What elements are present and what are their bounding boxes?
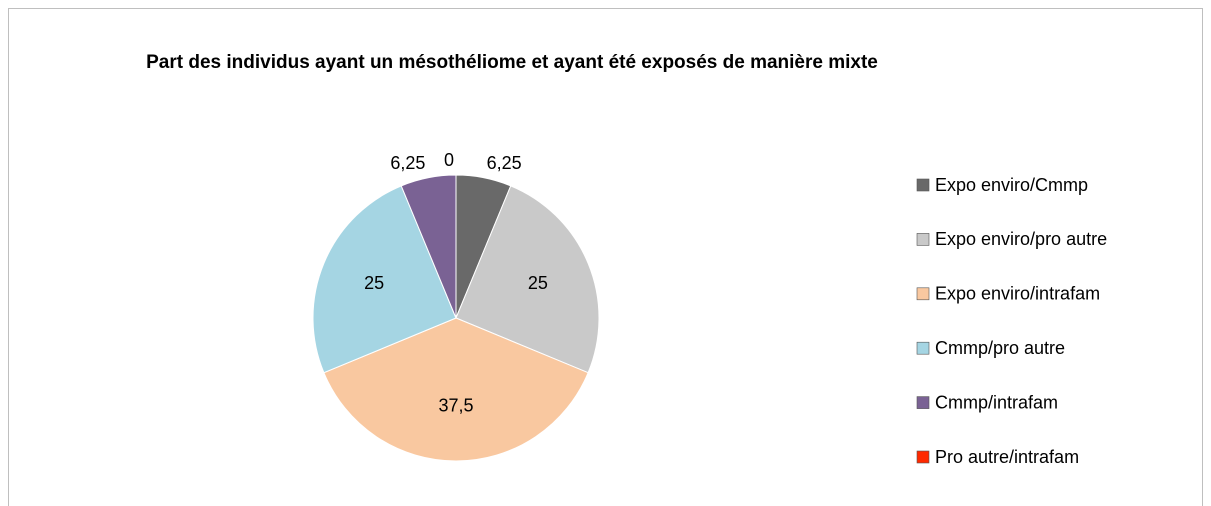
legend-swatch bbox=[916, 178, 930, 192]
legend-swatch bbox=[916, 287, 930, 301]
data-label: 6,25 bbox=[390, 153, 425, 173]
data-label: 25 bbox=[528, 273, 548, 293]
data-label: 6,25 bbox=[487, 153, 522, 173]
data-label: 0 bbox=[444, 150, 454, 170]
data-label: 37,5 bbox=[438, 395, 473, 415]
chart-title: Part des individus ayant un mésothéliome… bbox=[146, 52, 878, 73]
legend-swatch bbox=[916, 396, 930, 409]
legend-swatch bbox=[916, 341, 930, 355]
legend-label: Cmmp/intrafam bbox=[935, 392, 1058, 412]
legend-swatch bbox=[916, 450, 930, 464]
legend-label: Cmmp/pro autre bbox=[935, 338, 1065, 358]
chart-border bbox=[8, 8, 1203, 506]
pie-slice bbox=[323, 317, 589, 462]
legend-label: Expo enviro/Cmmp bbox=[935, 175, 1088, 195]
data-label: 25 bbox=[364, 273, 384, 293]
legend-label: Expo enviro/pro autre bbox=[935, 229, 1107, 249]
legend-label: Pro autre/intrafam bbox=[935, 447, 1079, 467]
legend-swatch bbox=[916, 233, 930, 246]
legend-label: Expo enviro/intrafam bbox=[935, 284, 1100, 304]
pie-slice bbox=[455, 185, 600, 374]
